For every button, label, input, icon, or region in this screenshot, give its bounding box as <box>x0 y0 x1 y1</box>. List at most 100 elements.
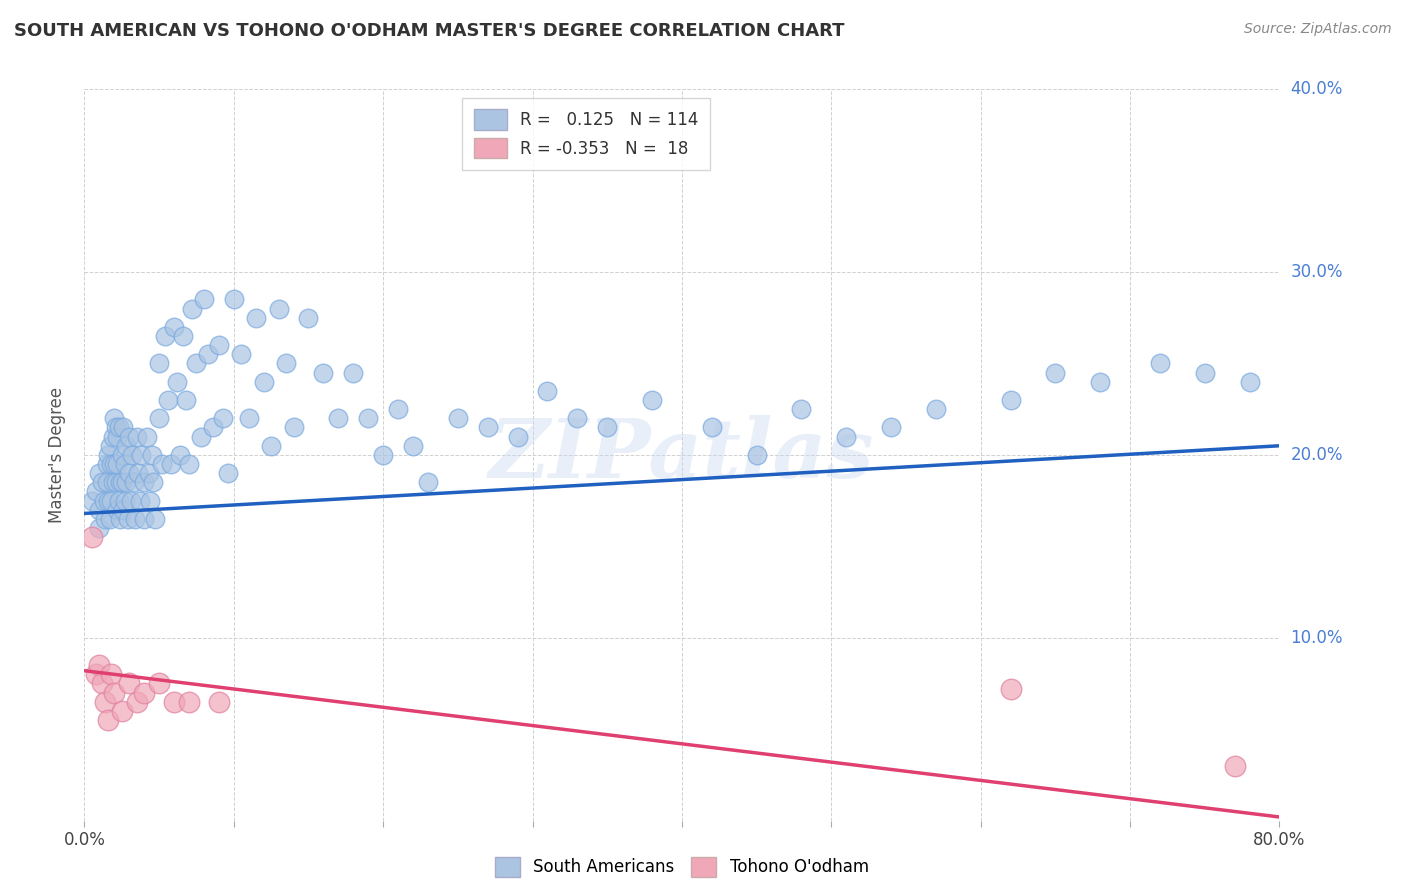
Point <box>212 411 235 425</box>
Point <box>112 502 135 516</box>
Point <box>104 420 127 434</box>
Point <box>86 667 108 681</box>
Point <box>641 392 664 407</box>
Point <box>153 329 176 343</box>
Point <box>700 420 723 434</box>
Point <box>835 430 858 444</box>
Point <box>180 301 202 316</box>
Point <box>447 411 470 425</box>
Point <box>312 366 335 380</box>
Point <box>94 512 117 526</box>
Point <box>245 310 267 325</box>
Text: ZIPatlas: ZIPatlas <box>489 415 875 495</box>
Text: SOUTH AMERICAN VS TOHONO O'ODHAM MASTER'S DEGREE CORRELATION CHART: SOUTH AMERICAN VS TOHONO O'ODHAM MASTER'… <box>14 22 845 40</box>
Point <box>163 320 186 334</box>
Point <box>536 384 558 398</box>
Point <box>124 512 146 526</box>
Point <box>97 493 120 508</box>
Point <box>925 402 948 417</box>
Point <box>110 475 132 490</box>
Point <box>387 402 409 417</box>
Legend: South Americans, Tohono O'odham: South Americans, Tohono O'odham <box>486 848 877 886</box>
Point <box>1045 366 1067 380</box>
Point <box>166 375 188 389</box>
Point <box>1223 758 1246 772</box>
Point <box>104 475 127 490</box>
Point <box>118 676 141 690</box>
Point <box>93 493 115 508</box>
Point <box>231 347 253 361</box>
Point <box>163 695 186 709</box>
Point <box>112 420 135 434</box>
Point <box>253 375 276 389</box>
Point <box>1239 375 1261 389</box>
Point <box>80 493 103 508</box>
Point <box>120 493 142 508</box>
Point <box>111 448 134 462</box>
Point <box>357 411 380 425</box>
Point <box>148 676 170 690</box>
Point <box>506 430 529 444</box>
Point <box>98 439 121 453</box>
Point <box>790 402 813 417</box>
Point <box>132 685 156 699</box>
Point <box>416 475 439 490</box>
Point <box>129 448 152 462</box>
Point <box>97 713 120 727</box>
Point <box>1000 392 1022 407</box>
Point <box>402 439 425 453</box>
Text: 20.0%: 20.0% <box>1291 446 1343 464</box>
Point <box>169 448 191 462</box>
Point <box>283 420 305 434</box>
Point <box>238 411 260 425</box>
Text: 10.0%: 10.0% <box>1291 629 1343 647</box>
Point <box>745 448 768 462</box>
Point <box>111 704 134 718</box>
Text: Source: ZipAtlas.com: Source: ZipAtlas.com <box>1244 22 1392 37</box>
Point <box>139 493 162 508</box>
Point <box>86 484 108 499</box>
Point <box>101 430 124 444</box>
Point <box>80 530 103 544</box>
Point <box>567 411 589 425</box>
Point <box>297 310 319 325</box>
Point <box>148 411 170 425</box>
Point <box>117 512 139 526</box>
Point <box>103 411 125 425</box>
Point <box>96 475 118 490</box>
Point <box>103 685 125 699</box>
Point <box>143 512 166 526</box>
Point <box>107 493 129 508</box>
Point <box>217 466 239 480</box>
Point <box>114 493 136 508</box>
Point <box>201 420 224 434</box>
Point <box>118 430 141 444</box>
Point <box>89 466 111 480</box>
Point <box>115 439 138 453</box>
Point <box>138 466 160 480</box>
Point <box>118 466 141 480</box>
Point <box>1088 375 1111 389</box>
Point <box>121 448 143 462</box>
Point <box>98 512 121 526</box>
Point <box>105 502 128 516</box>
Point <box>115 475 138 490</box>
Point <box>101 475 124 490</box>
Text: 30.0%: 30.0% <box>1291 263 1343 281</box>
Point <box>1000 681 1022 696</box>
Point <box>208 695 231 709</box>
Point <box>91 676 114 690</box>
Point <box>197 347 219 361</box>
Point <box>177 695 200 709</box>
Point <box>136 430 159 444</box>
Point <box>107 420 129 434</box>
Point <box>110 512 132 526</box>
Point <box>125 695 148 709</box>
Point <box>89 502 111 516</box>
Point <box>342 366 364 380</box>
Point <box>160 457 183 471</box>
Point <box>267 301 290 316</box>
Point <box>125 430 148 444</box>
Point <box>103 457 125 471</box>
Point <box>880 420 903 434</box>
